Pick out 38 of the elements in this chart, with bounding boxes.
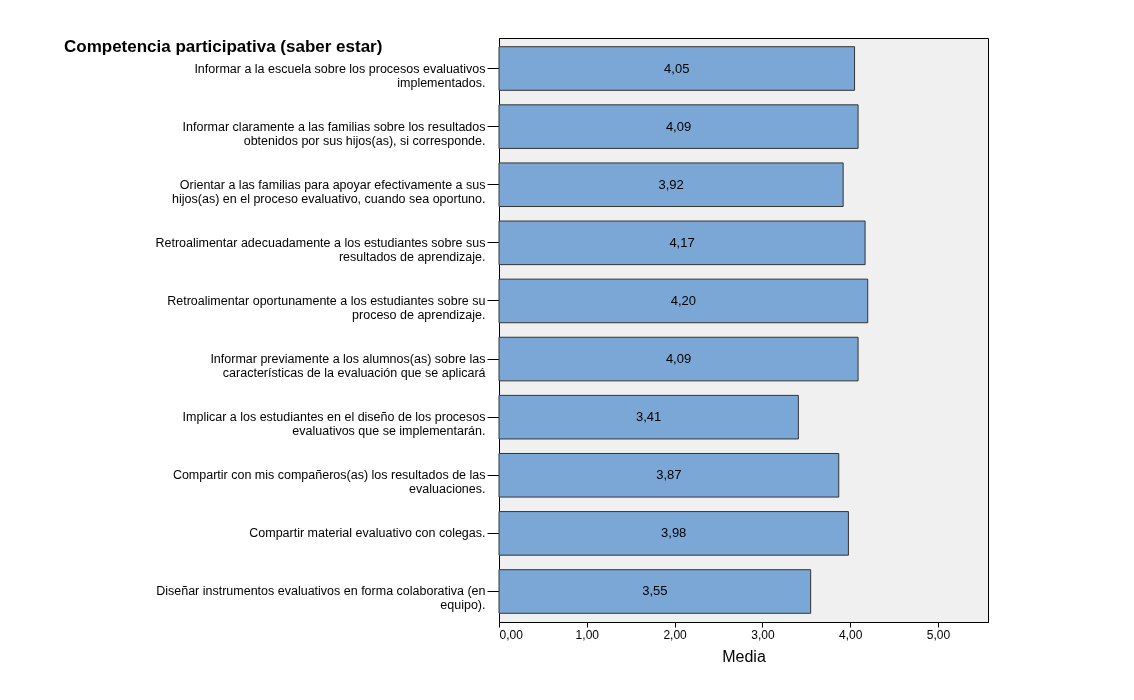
x-tick-label: 4,00 — [838, 627, 863, 642]
y-tick-label: Diseñar instrumentos evaluativos en forma colaborativa (en equipo). — [156, 584, 486, 613]
bar — [498, 278, 869, 324]
text: Competencia participativa (saber estar) — [64, 37, 383, 56]
x-axis-title: Media — [722, 647, 766, 665]
x-tick-label: 0,00 — [499, 627, 524, 642]
data-label: 4,17 — [669, 234, 695, 250]
x-tick-label: 1,00 — [575, 627, 600, 642]
bar — [498, 394, 799, 440]
bar — [498, 162, 844, 208]
bar — [498, 336, 859, 382]
bar — [498, 569, 812, 614]
y-tick-label: Compartir material evaluativo con colegas. — [249, 526, 486, 541]
y-tick-label: Informar a la escuela sobre los procesos evaluativos implementados. — [194, 61, 486, 90]
y-tick-label: Informar claramente a las familias sobre los resultados obtenidos por sus hijos(as), si corresponde. — [182, 119, 486, 148]
data-label: 3,87 — [656, 467, 682, 483]
y-tick-label: Implicar a los estudiantes en el diseño de los procesos evaluativos que se implementarán. — [182, 410, 486, 439]
x-tick-label: 3,00 — [751, 627, 775, 642]
y-tick-label: Retroalimentar adecuadamente a los estudiantes sobre sus resultados de aprendizaje. — [155, 235, 486, 264]
data-label: 4,20 — [670, 292, 697, 308]
bar — [498, 452, 840, 498]
y-tick-label: Compartir con mis compañeros(as) los resultados de las evaluaciones. — [172, 468, 486, 497]
data-label: 4,09 — [665, 351, 692, 367]
x-tick-label: 5,00 — [926, 627, 951, 642]
y-tick-label: Informar previamente a los alumnos(as) sobre las características de la evaluación que se aplicará — [210, 352, 486, 381]
x-tick-label: 2,00 — [663, 627, 688, 642]
data-label: 4,05 — [664, 60, 690, 76]
bar — [498, 511, 849, 556]
bar — [498, 104, 859, 149]
data-label: 3,98 — [661, 525, 687, 541]
data-label: 4,09 — [665, 118, 692, 134]
y-tick-label: Retroalimentar oportunamente a los estudiantes sobre su proceso de aprendizaje. — [167, 293, 486, 322]
y-tick-label: Orientar a las familias para apoyar efectivamente a sus hijos(as) en el proceso evaluativo, cuando sea oportuno. — [172, 177, 486, 206]
data-label: 3,55 — [642, 583, 668, 599]
data-label: 3,92 — [658, 176, 684, 192]
data-label: 3,41 — [636, 409, 662, 425]
bar — [498, 220, 866, 266]
bar — [498, 46, 856, 91]
